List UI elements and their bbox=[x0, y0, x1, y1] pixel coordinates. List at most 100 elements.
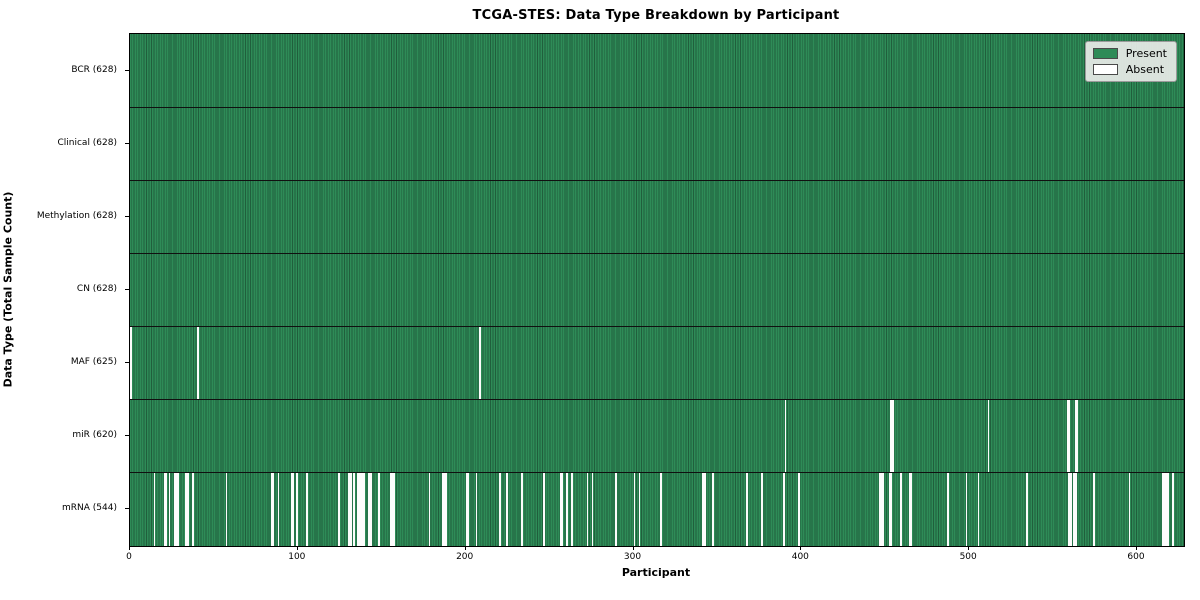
chart-title: TCGA-STES: Data Type Breakdown by Partic… bbox=[472, 8, 840, 23]
y-tick-label: Clinical (628) bbox=[57, 137, 117, 148]
absent-stripe bbox=[291, 472, 295, 546]
y-tick-label: miR (620) bbox=[72, 430, 117, 441]
absent-stripe bbox=[1073, 472, 1077, 546]
absent-stripe bbox=[505, 472, 508, 546]
legend: Present Absent bbox=[1084, 41, 1177, 82]
row-separator bbox=[130, 252, 1184, 254]
y-tick-label: MAF (625) bbox=[70, 357, 117, 368]
absent-stripe bbox=[987, 399, 990, 473]
absent-stripe bbox=[878, 472, 884, 546]
tick-mark bbox=[125, 215, 129, 217]
absent-stripe bbox=[1128, 472, 1131, 546]
absent-stripe bbox=[428, 472, 431, 546]
absent-stripe bbox=[225, 472, 228, 546]
absent-stripe bbox=[900, 472, 903, 546]
absent-stripe bbox=[947, 472, 950, 546]
absent-stripe bbox=[277, 472, 280, 546]
tick-mark bbox=[1136, 546, 1137, 550]
absent-stripe bbox=[660, 472, 663, 546]
absent-stripe bbox=[1068, 472, 1072, 546]
tick-mark bbox=[464, 546, 466, 550]
x-tick-label: 200 bbox=[456, 552, 474, 562]
plot-area: Present Absent bbox=[129, 33, 1185, 547]
row-separator bbox=[130, 179, 1184, 181]
absent-stripe bbox=[465, 472, 470, 546]
tick-mark bbox=[125, 435, 129, 437]
tick-mark bbox=[129, 546, 130, 550]
absent-stripe bbox=[192, 472, 194, 546]
absent-stripe bbox=[1162, 472, 1169, 546]
absent-stripe bbox=[390, 472, 396, 546]
legend-item-present: Present bbox=[1092, 47, 1167, 60]
absent-stripe bbox=[185, 472, 189, 546]
absent-stripe bbox=[1074, 399, 1079, 473]
x-tick-label: 300 bbox=[623, 552, 642, 562]
absent-stripe bbox=[888, 472, 892, 546]
legend-item-absent: Absent bbox=[1092, 63, 1167, 76]
absent-stripe bbox=[782, 472, 785, 546]
absent-stripe bbox=[591, 472, 594, 546]
absent-stripe bbox=[168, 472, 171, 546]
row-separator bbox=[130, 106, 1184, 108]
tick-mark bbox=[125, 508, 129, 510]
absent-stripe bbox=[479, 326, 481, 400]
absent-stripe bbox=[353, 472, 355, 546]
y-axis: BCR (628) Clinical (628) Methylation (628)… bbox=[0, 33, 129, 545]
absent-stripe bbox=[270, 472, 275, 546]
x-tick-label: 500 bbox=[959, 552, 977, 562]
absent-stripe bbox=[586, 472, 589, 546]
y-tick-label: Methylation (628) bbox=[36, 210, 117, 221]
absent-stripe bbox=[977, 472, 980, 546]
absent-stripe bbox=[296, 472, 298, 546]
absent-stripe bbox=[638, 472, 641, 546]
legend-swatch-absent-icon bbox=[1092, 64, 1118, 75]
absent-stripe bbox=[566, 472, 569, 546]
absent-stripe bbox=[356, 472, 365, 546]
absent-stripe bbox=[475, 472, 478, 546]
absent-stripe bbox=[542, 472, 545, 546]
absent-stripe bbox=[348, 472, 352, 546]
tick-mark bbox=[800, 546, 802, 550]
y-tick-label: CN (628) bbox=[76, 284, 117, 294]
tick-mark bbox=[296, 546, 298, 550]
absent-stripe bbox=[633, 472, 636, 546]
y-tick-label: mRNA (544) bbox=[62, 503, 117, 514]
absent-stripe bbox=[702, 472, 706, 546]
absent-stripe bbox=[1066, 399, 1070, 473]
x-tick-label: 0 bbox=[126, 552, 132, 562]
row-separator bbox=[130, 326, 1184, 328]
absent-stripe bbox=[499, 472, 501, 546]
x-axis: 0 100 200 300 400 500 600 bbox=[126, 546, 1183, 566]
absent-stripe bbox=[197, 326, 199, 400]
absent-stripe bbox=[761, 472, 763, 546]
tick-mark bbox=[125, 142, 129, 144]
x-tick-label: 400 bbox=[791, 552, 809, 562]
absent-stripe bbox=[521, 472, 523, 546]
tick-mark bbox=[125, 289, 129, 290]
absent-stripe bbox=[797, 472, 800, 546]
absent-stripe bbox=[908, 472, 913, 546]
absent-stripe bbox=[173, 472, 179, 546]
absent-stripe bbox=[153, 472, 156, 546]
tick-mark bbox=[125, 69, 129, 71]
absent-stripe bbox=[784, 399, 787, 473]
absent-stripe bbox=[965, 472, 968, 546]
y-tick-label: BCR (628) bbox=[71, 64, 117, 75]
absent-stripe bbox=[1026, 472, 1028, 546]
x-tick-label: 600 bbox=[1127, 552, 1145, 562]
absent-stripe bbox=[712, 472, 715, 546]
absent-stripe bbox=[571, 472, 574, 546]
x-tick-label: 100 bbox=[288, 552, 306, 562]
x-axis-label: Participant bbox=[621, 566, 691, 579]
absent-stripe bbox=[368, 472, 372, 546]
absent-stripe bbox=[130, 326, 132, 400]
absent-stripe bbox=[745, 472, 748, 546]
absent-stripe bbox=[306, 472, 308, 546]
absent-stripe bbox=[1172, 472, 1174, 546]
tick-mark bbox=[968, 546, 970, 550]
legend-label-present: Present bbox=[1125, 47, 1167, 60]
legend-label-absent: Absent bbox=[1125, 63, 1165, 76]
absent-stripe bbox=[338, 472, 340, 546]
row-separator bbox=[130, 472, 1184, 474]
